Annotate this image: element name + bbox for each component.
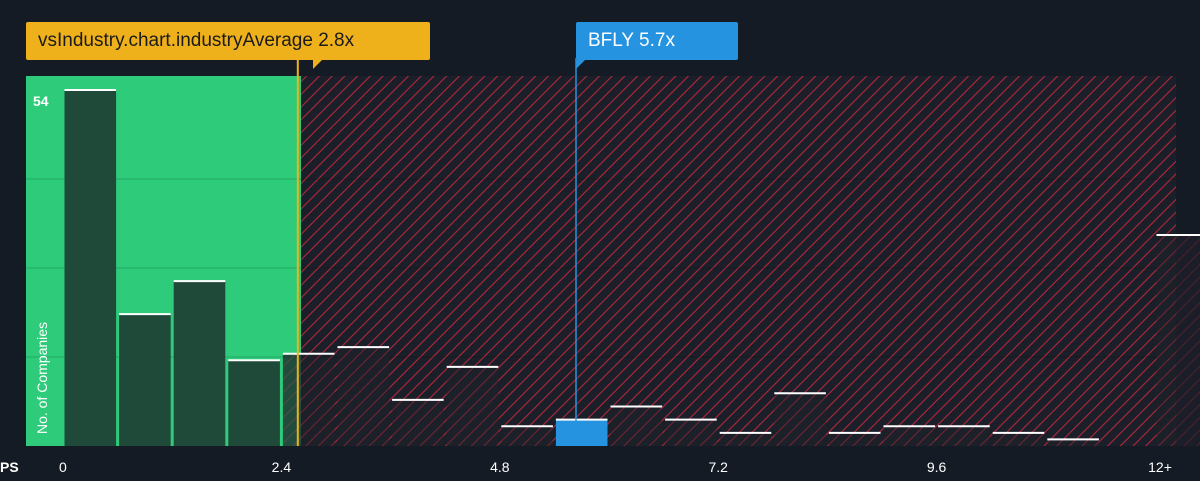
bar-body-16 <box>938 426 990 446</box>
bar-body-1 <box>119 314 171 446</box>
x-tick-2: 4.8 <box>490 459 510 475</box>
bar-body-14 <box>829 433 881 446</box>
bar-body-20 <box>1157 235 1200 446</box>
bar-body-8 <box>501 426 553 446</box>
bar-9 <box>556 420 608 446</box>
bar-18 <box>1047 439 1099 446</box>
bar-2 <box>174 281 226 446</box>
bar-body-0 <box>65 90 117 446</box>
bar-7 <box>447 367 499 446</box>
bar-body-15 <box>884 426 936 446</box>
bar-14 <box>829 433 881 446</box>
bar-body-7 <box>447 367 499 446</box>
bar-body-17 <box>993 433 1045 446</box>
x-tick-4: 9.6 <box>927 459 947 475</box>
bar-body-6 <box>392 400 444 446</box>
bar-0 <box>65 90 117 446</box>
bar-13 <box>774 393 826 446</box>
bar-1 <box>119 314 171 446</box>
bar-15 <box>884 426 936 446</box>
x-tick-5: 12+ <box>1148 459 1172 475</box>
bar-6 <box>392 400 444 446</box>
industry-average-callout: vsIndustry.chart.industryAverage 2.8x <box>26 22 430 60</box>
overvalued-zone <box>301 76 1176 446</box>
company-value-callout: BFLY 5.7x <box>576 22 738 60</box>
bar-5 <box>338 347 390 446</box>
y-max-label: 54 <box>33 93 49 109</box>
bar-8 <box>501 426 553 446</box>
bar-body-9 <box>556 420 608 446</box>
x-tick-3: 7.2 <box>708 459 728 475</box>
bar-3 <box>228 360 280 446</box>
bar-20 <box>1157 235 1200 446</box>
bar-body-2 <box>174 281 226 446</box>
bar-body-3 <box>228 360 280 446</box>
bar-17 <box>993 433 1045 446</box>
bar-body-13 <box>774 393 826 446</box>
y-axis-label: No. of Companies <box>34 322 50 434</box>
bar-10 <box>611 406 663 446</box>
bar-11 <box>665 420 717 446</box>
bar-12 <box>720 433 772 446</box>
bar-body-4 <box>283 354 335 446</box>
bar-body-11 <box>665 420 717 446</box>
x-axis-label: PS <box>0 459 19 475</box>
bar-body-12 <box>720 433 772 446</box>
bar-body-5 <box>338 347 390 446</box>
bar-16 <box>938 426 990 446</box>
bar-4 <box>283 354 335 446</box>
bar-body-10 <box>611 406 663 446</box>
x-tick-1: 2.4 <box>272 459 292 475</box>
x-tick-0: 0 <box>59 459 67 475</box>
